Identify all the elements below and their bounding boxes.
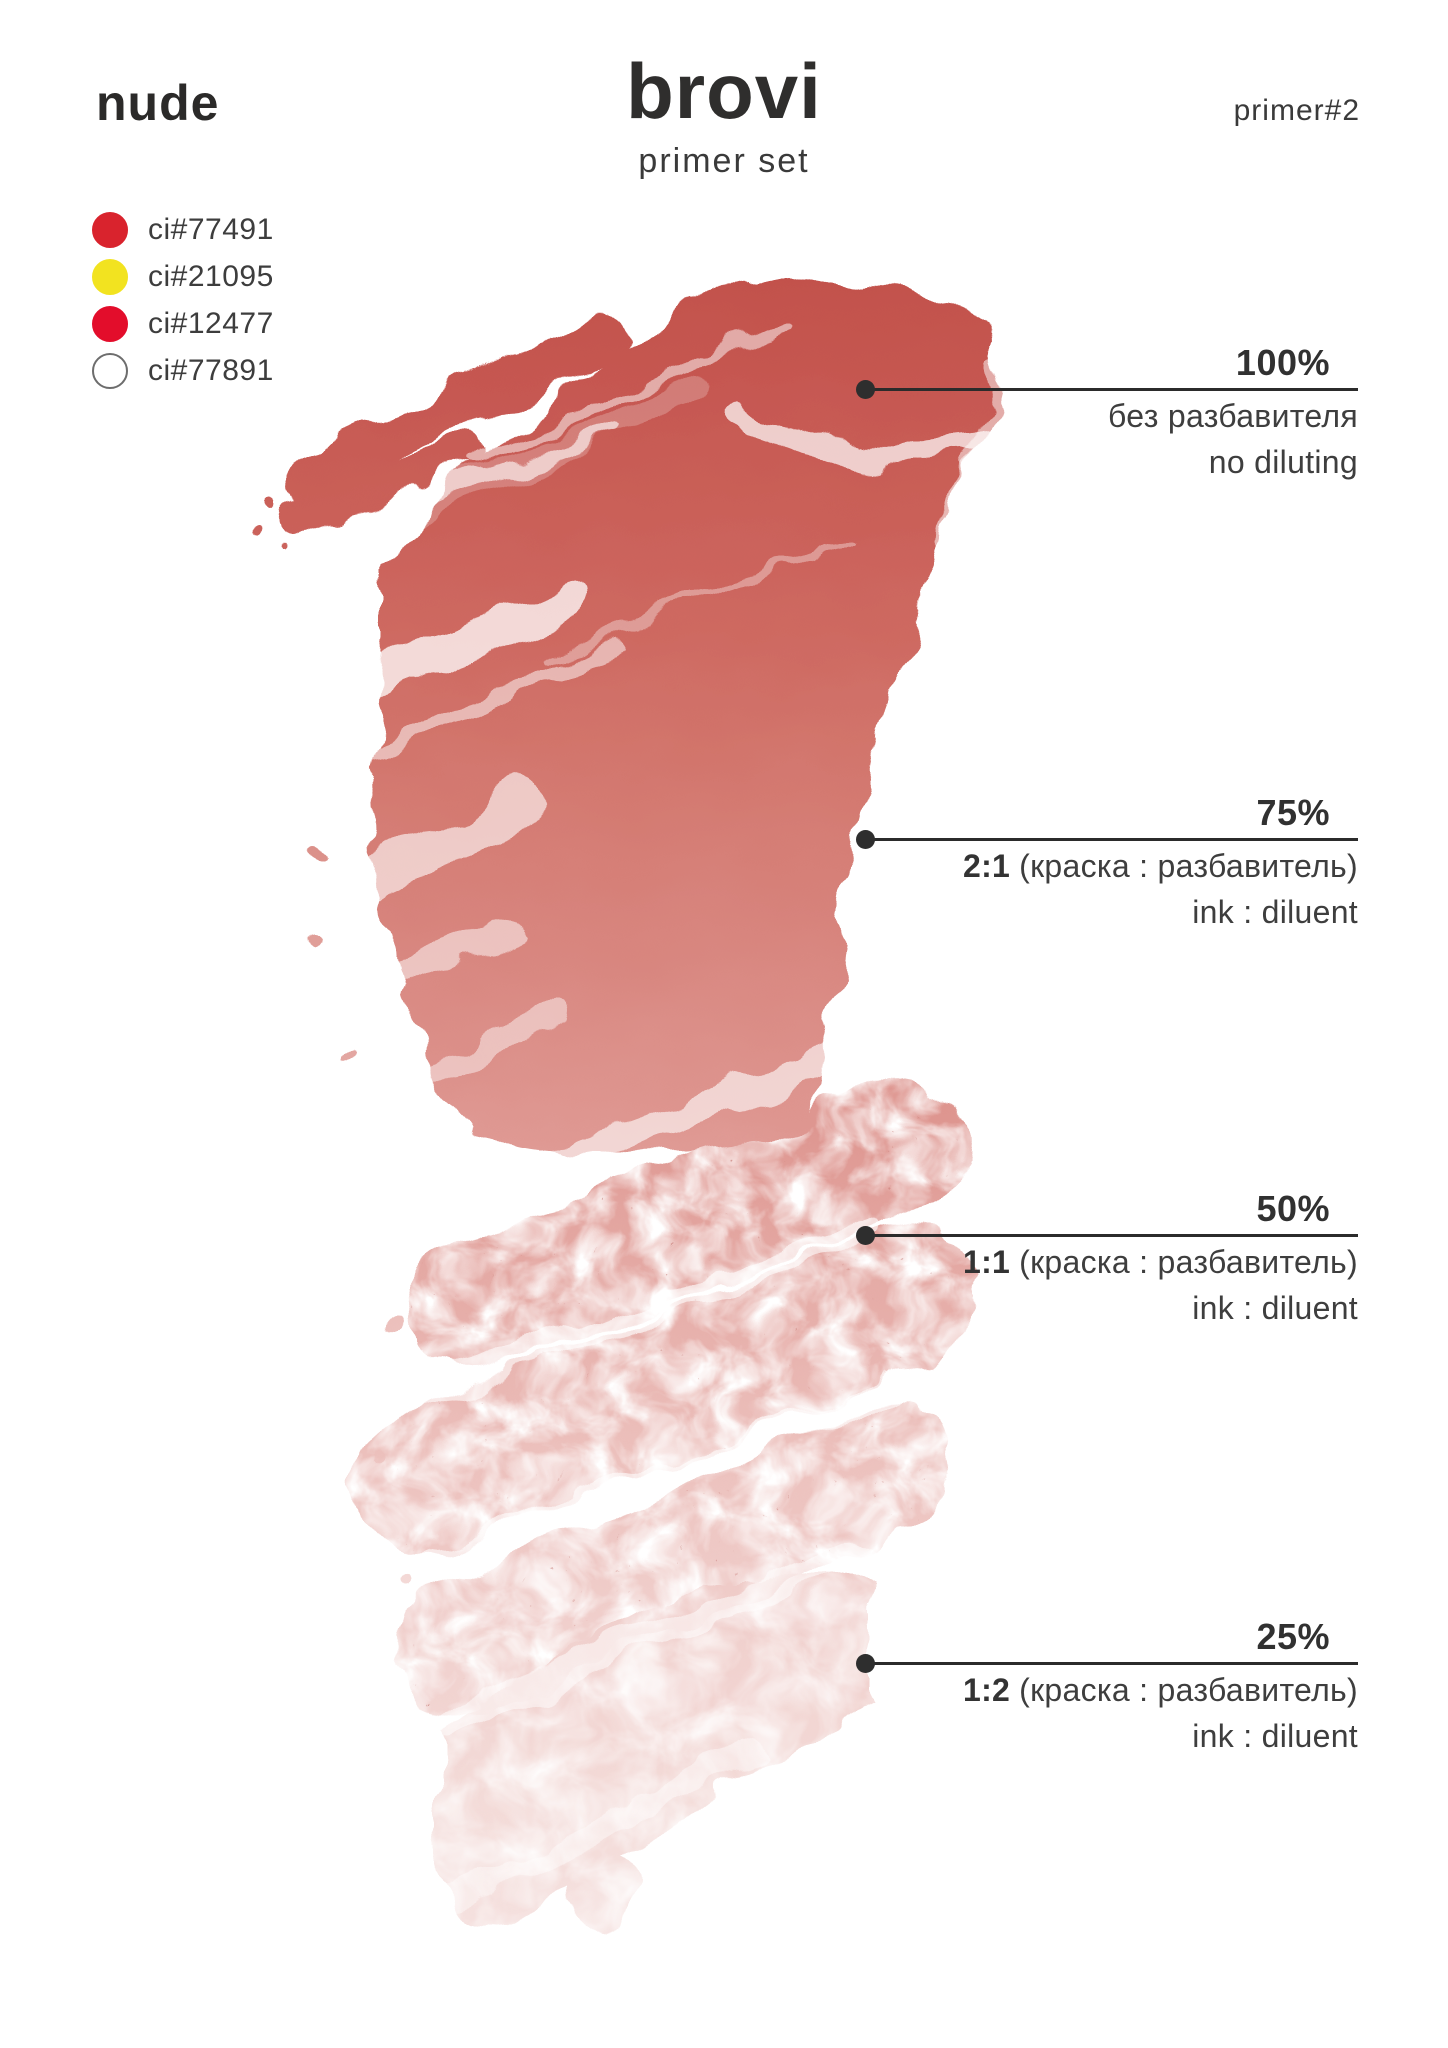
leader-line [865, 1662, 1358, 1665]
pigment-color-dot [92, 258, 128, 295]
ink-stroke-25-band [403, 1527, 913, 1924]
pigment-code-label: ci#77891 [148, 353, 274, 387]
legend-row: ci#77891 [92, 347, 274, 394]
leader-dot [856, 380, 875, 399]
brand-logo: brovi [626, 47, 822, 135]
dilution-ratio-label-ru: без разбавителя [1108, 398, 1358, 434]
ratio-value: 2:1 [962, 848, 1011, 884]
pigment-code-label: ci#21095 [148, 259, 274, 293]
color-name-title: nude [96, 75, 220, 131]
leader-line [865, 838, 1358, 841]
pigment-code-label: ci#12477 [148, 306, 274, 340]
ink-grain-specks [356, 1083, 974, 1711]
ratio-value: 1:2 [962, 1672, 1011, 1708]
ink-stroke-main-band [372, 272, 1002, 1155]
percent-label: 75% [1256, 792, 1330, 833]
legend-row: ci#12477 [92, 300, 274, 347]
percent-label: 100% [1235, 342, 1330, 383]
percent-label: 50% [1256, 1188, 1330, 1229]
ratio-value: 1:1 [962, 1244, 1011, 1280]
leader-line [865, 1234, 1358, 1237]
percent-label: 25% [1256, 1616, 1330, 1657]
dilution-ratio-label-en: ink : diluent [1192, 894, 1358, 930]
legend-row: ci#21095 [92, 253, 274, 300]
legend-row: ci#77491 [92, 206, 274, 253]
leader-dot [856, 830, 875, 849]
ink-tip-streak [284, 317, 624, 502]
brand-subtitle: primer set [638, 142, 810, 180]
pigment-code-label: ci#77491 [148, 212, 274, 246]
dilution-ratio-label-en: ink : diluent [1192, 1290, 1358, 1326]
pigment-color-dot [92, 352, 128, 389]
pigment-color-dot [92, 211, 128, 248]
pigment-color-dot [92, 305, 128, 342]
leader-line [865, 388, 1358, 391]
dilution-ratio-label-ru: 1:1 (краска : разбавитель) [962, 1244, 1358, 1280]
dilution-ratio-label-ru: 1:2 (краска : разбавитель) [962, 1672, 1358, 1708]
brush-texture-streaks [285, 317, 1016, 1915]
page-label: primer#2 [1233, 94, 1360, 127]
dilution-ratio-label-ru: 2:1 (краска : разбавитель) [962, 848, 1358, 884]
leader-dot [856, 1226, 875, 1245]
leader-dot [856, 1654, 875, 1673]
dilution-ratio-label-en: ink : diluent [1192, 1718, 1358, 1754]
dilution-ratio-label-en: no diluting [1208, 444, 1358, 480]
ink-tip-streak [285, 437, 487, 531]
pigment-legend: ci#77491 ci#21095 ci#12477 ci#77891 [92, 206, 274, 394]
